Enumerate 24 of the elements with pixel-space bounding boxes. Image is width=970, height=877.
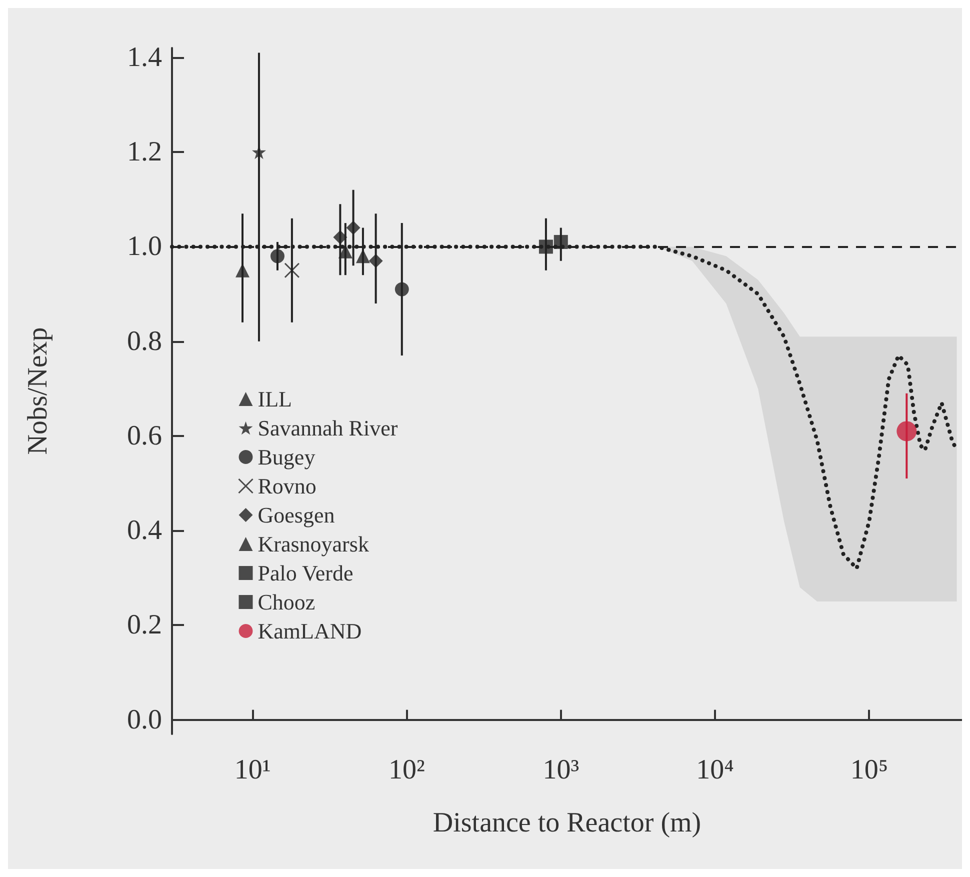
legend-label: Krasnoyarsk: [258, 532, 369, 556]
legend-label: ILL: [258, 386, 292, 412]
y-tick-label: 0.8: [127, 326, 162, 357]
x-tick-label: 10⁵: [850, 754, 888, 786]
x-tick-label: 10¹: [234, 754, 271, 786]
legend-label: Palo Verde: [258, 560, 354, 586]
legend-label: Rovno: [258, 474, 316, 498]
y-tick-label: 0.0: [127, 704, 162, 736]
y-tick-label: 1.2: [127, 136, 162, 168]
y-tick-label: 0.6: [127, 420, 162, 452]
x-axis-title: Distance to Reactor (m): [432, 808, 702, 838]
legend-label: Savannah River: [258, 416, 398, 440]
legend-label: Bugey: [258, 444, 316, 470]
y-tick-label: 0.4: [127, 515, 162, 546]
x-tick-label: 10³: [542, 754, 580, 786]
y-tick-label: 1.0: [127, 231, 162, 262]
y-tick-label: 1.4: [127, 42, 162, 73]
legend-label: Chooz: [258, 590, 316, 614]
legend-label: KamLAND: [258, 618, 362, 644]
x-tick-label: 10²: [388, 754, 425, 786]
y-axis-title: Nobs/Nexp: [22, 327, 54, 455]
x-tick-label: 10⁴: [696, 754, 734, 786]
y-tick-label: 0.2: [127, 610, 162, 641]
legend-label: Goesgen: [258, 502, 335, 528]
